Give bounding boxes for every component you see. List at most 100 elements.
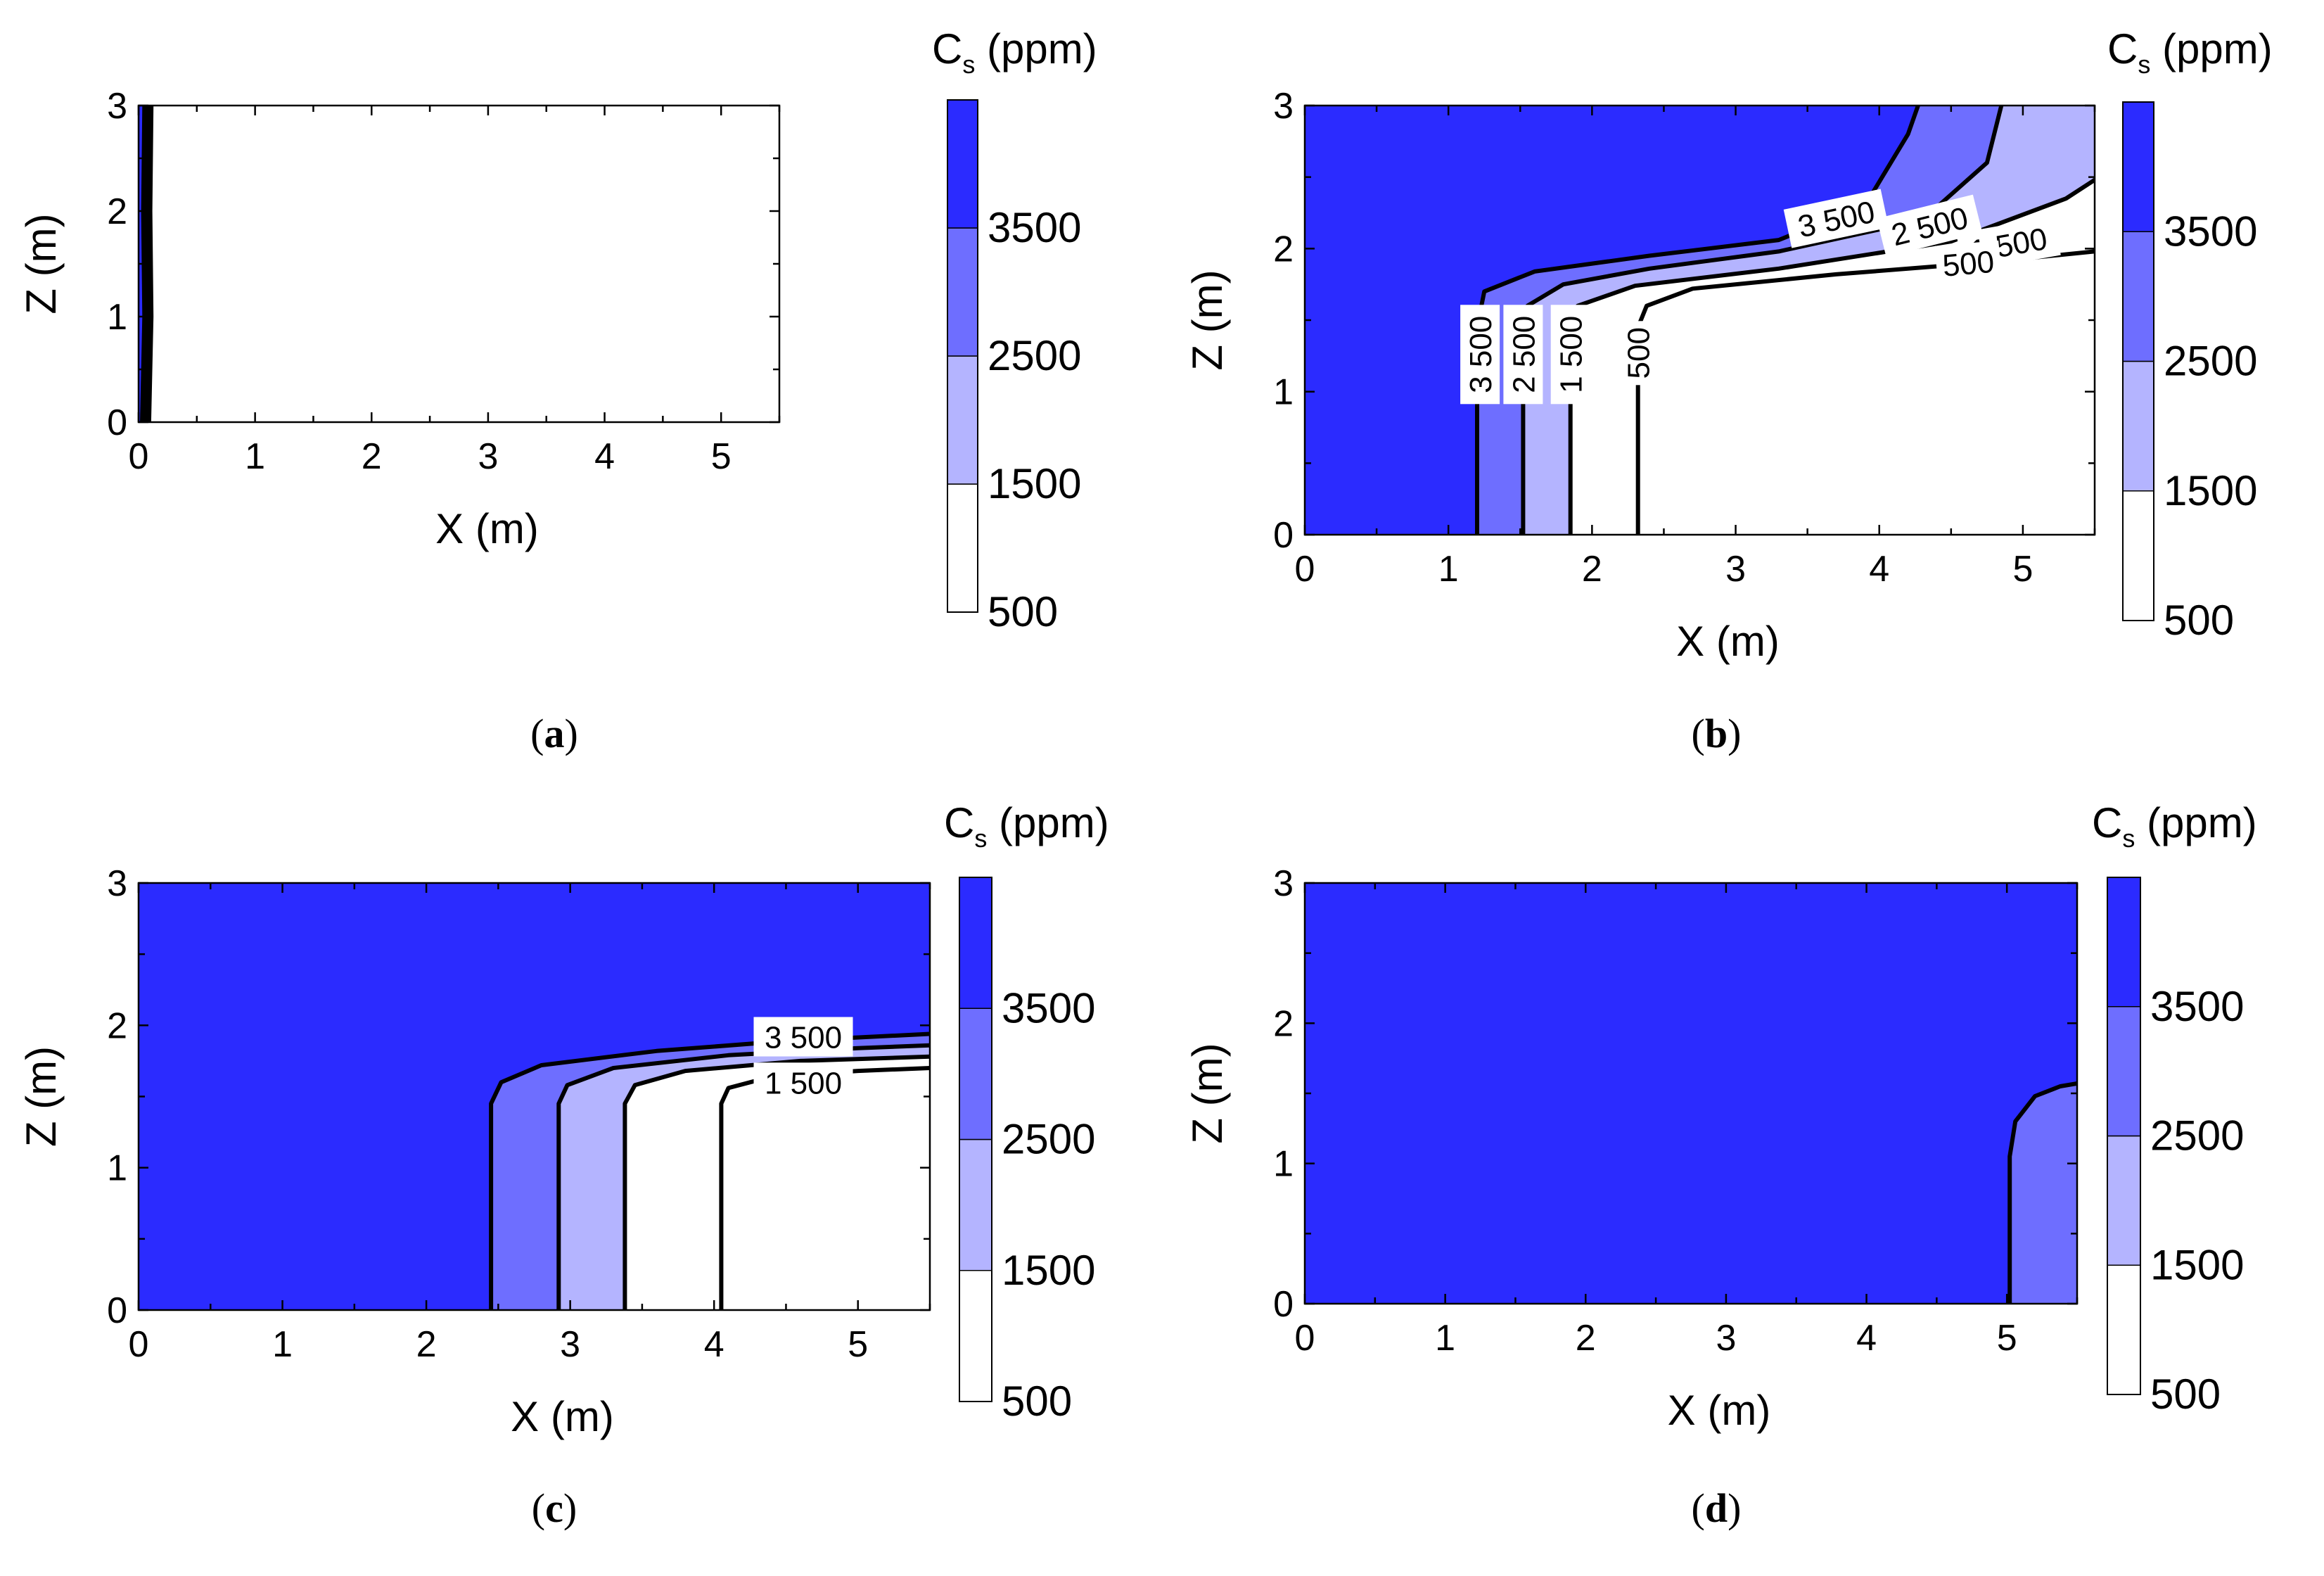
contour-label-group: 3 500 bbox=[1460, 305, 1500, 405]
y-axis-label: Z (m) bbox=[18, 1046, 65, 1147]
x-tick-label: 4 bbox=[1856, 1318, 1877, 1359]
x-tick-label: 0 bbox=[1295, 549, 1315, 590]
colorbar-title-main: C bbox=[944, 799, 974, 846]
colorbar-segment bbox=[947, 483, 978, 613]
y-axis-label: Z (m) bbox=[1184, 1043, 1231, 1143]
x-tick-label: 0 bbox=[129, 436, 149, 477]
panel-caption: (b) bbox=[1692, 711, 1742, 756]
x-tick-label: 3 bbox=[1716, 1318, 1736, 1359]
x-tick-label: 5 bbox=[2012, 549, 2033, 590]
caption-close-paren: ) bbox=[1728, 711, 1741, 756]
colorbar-title: Cs (ppm) bbox=[2107, 25, 2273, 79]
panel-caption: (a) bbox=[530, 711, 578, 756]
contour-line-2500 bbox=[142, 106, 149, 422]
colorbar-frame bbox=[947, 99, 978, 613]
colorbar-title-unit: (ppm) bbox=[2150, 25, 2272, 72]
contour-label-group: 3 500 bbox=[753, 1017, 853, 1057]
contour-label: 3 500 bbox=[1464, 316, 1498, 393]
contour-label: 1 500 bbox=[1554, 316, 1589, 393]
panel-d: 0 1 2 3 4 5 0 1 2 3 X (m) Z (m) 500 1500 2500 3500 Cs (p… bbox=[1184, 799, 2257, 1531]
colorbar-title: Cs (ppm) bbox=[2092, 799, 2257, 853]
colorbar: 500 1500 2500 3500 Cs (ppm) bbox=[2107, 25, 2273, 644]
colorbar-segment bbox=[959, 877, 992, 1009]
caption-close-paren: ) bbox=[1728, 1485, 1741, 1531]
contour-label-background bbox=[1503, 305, 1543, 405]
y-axis-label: Z (m) bbox=[18, 213, 65, 314]
contour-label-background bbox=[1934, 240, 2003, 286]
contour-line-500 bbox=[719, 1066, 930, 1310]
contour-line-2500 bbox=[556, 1043, 930, 1310]
contour-label-group: 1 500 bbox=[1550, 305, 1590, 405]
contour-label-group: 500 bbox=[1934, 240, 2003, 286]
colorbar-tick-label: 1500 bbox=[2150, 1241, 2244, 1288]
y-tick-label: 1 bbox=[1273, 1144, 1294, 1185]
plot-background bbox=[139, 106, 779, 422]
colorbar-segment bbox=[2122, 231, 2154, 362]
colorbar-segment bbox=[947, 227, 978, 357]
caption-letter: c bbox=[545, 1485, 563, 1531]
y-tick-label: 2 bbox=[1273, 1003, 1294, 1044]
colorbar-tick-label: 500 bbox=[2164, 597, 2234, 644]
x-axis-label: X (m) bbox=[511, 1393, 614, 1440]
colorbar-tick-label: 2500 bbox=[2164, 338, 2257, 385]
contour-label-background bbox=[1618, 321, 1658, 386]
contour-line-500 bbox=[146, 106, 154, 422]
x-tick-label: 5 bbox=[848, 1324, 868, 1365]
contour-line-1500 bbox=[144, 106, 151, 422]
x-tick-label: 0 bbox=[1295, 1318, 1315, 1359]
contour-label: 2 500 bbox=[1507, 316, 1541, 393]
x-tick-label: 3 bbox=[1725, 549, 1746, 590]
caption-open-paren: ( bbox=[1692, 711, 1705, 756]
y-tick-label: 0 bbox=[107, 402, 127, 443]
contour-label-background bbox=[1460, 305, 1500, 405]
colorbar-tick-label: 500 bbox=[988, 588, 1058, 635]
colorbar: 500 1500 2500 3500 Cs (ppm) bbox=[944, 799, 1109, 1425]
caption-letter: b bbox=[1705, 711, 1728, 756]
contour-label-background bbox=[753, 1062, 853, 1102]
colorbar-title-unit: (ppm) bbox=[975, 25, 1097, 72]
y-tick-label: 3 bbox=[1273, 863, 1294, 904]
colorbar-title: Cs (ppm) bbox=[932, 25, 1097, 79]
plot-area: 3 500 1 500 bbox=[139, 883, 930, 1310]
colorbar-title-main: C bbox=[2092, 799, 2122, 846]
colorbar-title-main: C bbox=[2107, 25, 2138, 72]
y-tick-label: 3 bbox=[1273, 86, 1294, 127]
colorbar-frame bbox=[2122, 101, 2154, 621]
caption-open-paren: ( bbox=[1692, 1485, 1705, 1531]
x-tick-label: 2 bbox=[1576, 1318, 1596, 1359]
x-tick-label: 4 bbox=[1869, 549, 1889, 590]
contour-label-group: 500 bbox=[1618, 321, 1658, 386]
colorbar-title-subscript: s bbox=[2138, 50, 2150, 79]
colorbar-segment bbox=[2107, 1135, 2141, 1266]
x-tick-label: 0 bbox=[129, 1324, 149, 1365]
colorbar: 500 1500 2500 3500 Cs (ppm) bbox=[2092, 799, 2257, 1418]
y-tick-label: 2 bbox=[107, 1005, 127, 1046]
panel-caption: (d) bbox=[1692, 1485, 1742, 1531]
colorbar-segment bbox=[2107, 1006, 2141, 1137]
x-axis-label: X (m) bbox=[435, 505, 539, 552]
contour-label: 500 bbox=[1622, 327, 1656, 379]
colorbar-title-subscript: s bbox=[2122, 824, 2135, 853]
x-tick-label: 5 bbox=[1997, 1318, 2017, 1359]
y-tick-label: 1 bbox=[107, 297, 127, 338]
x-tick-label: 1 bbox=[245, 436, 265, 477]
colorbar-tick-label: 3500 bbox=[1002, 984, 1095, 1031]
caption-close-paren: ) bbox=[563, 1485, 577, 1531]
contour-label: 500 bbox=[1941, 245, 1996, 284]
y-tick-label: 0 bbox=[107, 1290, 127, 1331]
contour-label-background bbox=[1783, 189, 1889, 248]
fill-region-0 bbox=[1637, 251, 2095, 535]
colorbar-title: Cs (ppm) bbox=[944, 799, 1109, 853]
caption-open-paren: ( bbox=[530, 711, 544, 756]
x-tick-label: 1 bbox=[272, 1324, 293, 1365]
x-tick-label: 2 bbox=[416, 1324, 437, 1365]
colorbar-segment bbox=[2107, 877, 2141, 1008]
caption-letter: a bbox=[544, 711, 565, 756]
y-tick-label: 2 bbox=[1273, 229, 1294, 269]
y-tick-label: 2 bbox=[107, 191, 127, 232]
colorbar-segment bbox=[2122, 490, 2154, 621]
colorbar-tick-label: 1500 bbox=[988, 460, 1081, 507]
x-tick-label: 3 bbox=[560, 1324, 580, 1365]
contour-label-background bbox=[753, 1017, 853, 1057]
